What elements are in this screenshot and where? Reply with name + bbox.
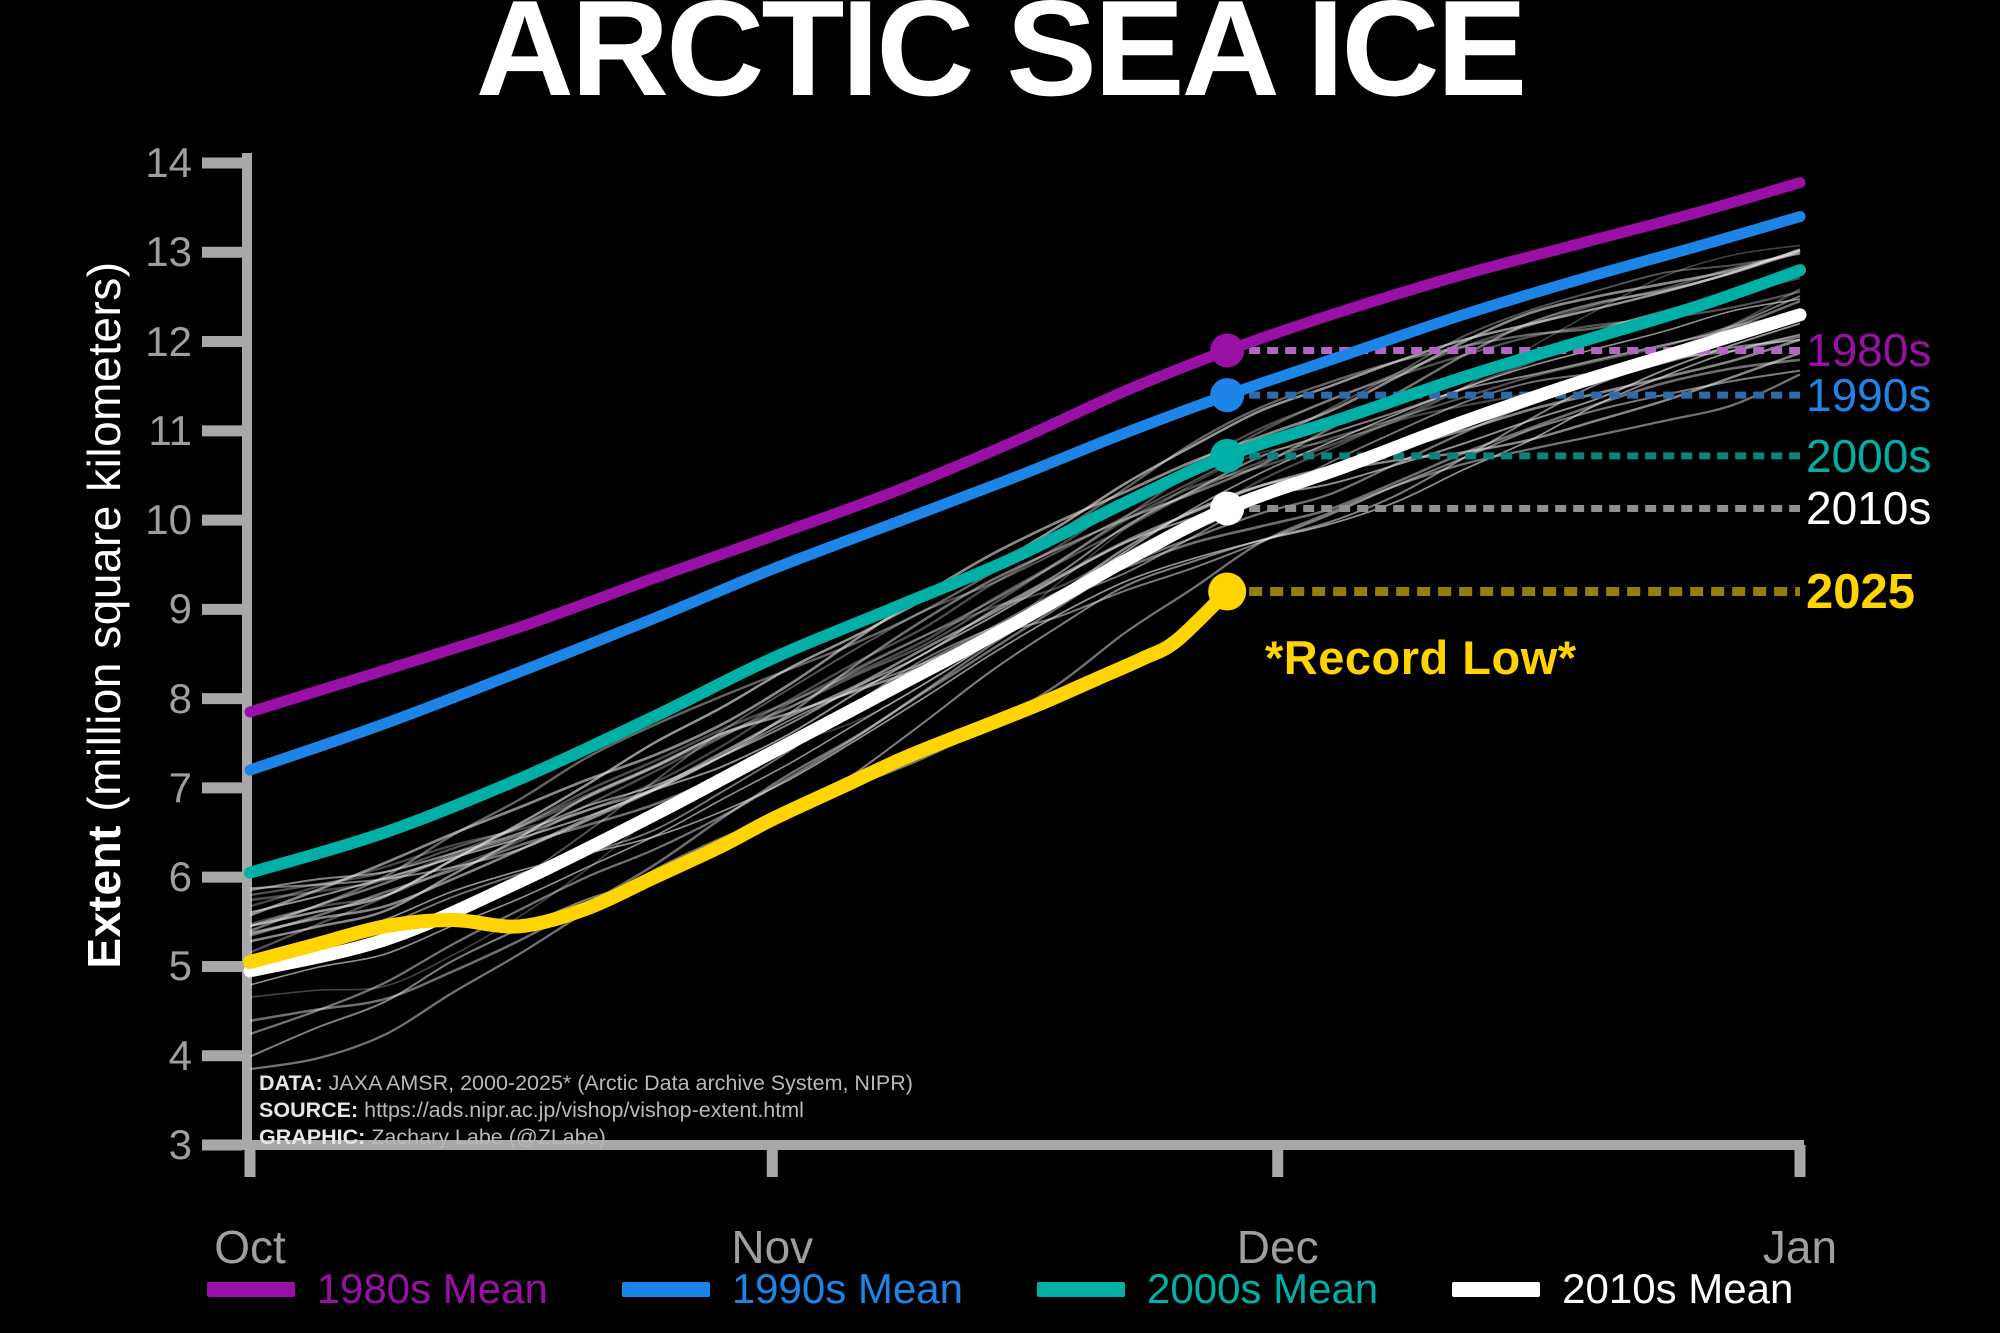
year-line bbox=[249, 252, 1801, 926]
y-tick-label-3: 3 bbox=[168, 1121, 192, 1168]
legend-item-mean-1980s: 1980s Mean bbox=[206, 1265, 548, 1313]
end-label-mean-1980s: 1980s bbox=[1806, 324, 1932, 377]
y-tick-label-14: 14 bbox=[145, 139, 192, 186]
line-mean-2010s bbox=[243, 308, 1807, 978]
legend-item-mean-2010s: 2010s Mean bbox=[1452, 1265, 1793, 1313]
attribution-label: GRAPHIC: bbox=[259, 1125, 366, 1149]
year-line bbox=[249, 290, 1801, 954]
y-tick-label-4: 4 bbox=[168, 1031, 192, 1079]
attribution-row: DATA: JAXA AMSR, 2000-2025* (Arctic Data… bbox=[259, 1070, 913, 1097]
year-line bbox=[249, 369, 1801, 890]
y-tick-label-10: 10 bbox=[145, 496, 192, 544]
y-tick-label-9: 9 bbox=[168, 585, 192, 633]
line-year-2025 bbox=[243, 584, 1235, 969]
marker-mean-2000s bbox=[1210, 438, 1245, 473]
line-mean-1980s bbox=[244, 177, 1806, 718]
legend-label-mean-1990s: 1990s Mean bbox=[731, 1265, 963, 1312]
legend-item-mean-1990s: 1990s Mean bbox=[621, 1265, 963, 1313]
end-label-mean-2010s: 2010s bbox=[1806, 482, 1932, 535]
record-low-annotation: *Record Low* bbox=[1265, 630, 1577, 684]
year-line bbox=[249, 333, 1801, 965]
x-tick-label-jan: Jan bbox=[1762, 1221, 1838, 1273]
y-tick-label-5: 5 bbox=[168, 942, 192, 990]
end-label-mean-1990s: 1990s bbox=[1806, 369, 1932, 422]
line-mean-1990s bbox=[244, 211, 1806, 776]
marker-year-2025 bbox=[1208, 572, 1247, 611]
x-tick-label-nov: Nov bbox=[731, 1221, 814, 1273]
marker-mean-2010s bbox=[1210, 491, 1245, 526]
year-line bbox=[249, 252, 1801, 962]
y-tick-label-12: 12 bbox=[145, 317, 192, 365]
x-tick-label-oct: Oct bbox=[214, 1221, 286, 1273]
attribution-label: SOURCE: bbox=[259, 1098, 359, 1122]
year-line bbox=[249, 313, 1801, 897]
legend-swatch-mean-1990s bbox=[621, 1281, 710, 1297]
legend-label-mean-1980s: 1980s Mean bbox=[316, 1265, 548, 1312]
attribution-row: GRAPHIC: Zachary Labe (@ZLabe) bbox=[259, 1124, 913, 1151]
legend-label-mean-2010s: 2010s Mean bbox=[1562, 1265, 1794, 1312]
year-line bbox=[249, 313, 1801, 892]
end-label-year-2025: 2025 bbox=[1806, 564, 1916, 619]
attribution-text: JAXA AMSR, 2000-2025* (Arctic Data archi… bbox=[322, 1071, 913, 1095]
marker-mean-1980s bbox=[1210, 333, 1245, 368]
end-label-mean-2000s: 2000s bbox=[1806, 429, 1932, 482]
line-mean-2000s bbox=[244, 264, 1806, 879]
legend-item-mean-2000s: 2000s Mean bbox=[1037, 1265, 1378, 1313]
attribution-block: DATA: JAXA AMSR, 2000-2025* (Arctic Data… bbox=[259, 1070, 913, 1151]
x-tick-label-dec: Dec bbox=[1236, 1221, 1319, 1273]
attribution-text: Zachary Labe (@ZLabe) bbox=[365, 1125, 606, 1149]
year-line bbox=[249, 273, 1801, 928]
attribution-row: SOURCE: https://ads.nipr.ac.jp/vishop/vi… bbox=[259, 1097, 913, 1124]
attribution-label: DATA: bbox=[259, 1071, 323, 1095]
y-tick-label-8: 8 bbox=[168, 674, 192, 722]
legend-swatch-mean-1980s bbox=[206, 1281, 295, 1297]
y-tick-label-11: 11 bbox=[148, 406, 192, 454]
page-title: ARCTIC SEA ICE bbox=[475, 0, 1528, 124]
year-line bbox=[249, 358, 1801, 937]
y-tick-label-13: 13 bbox=[145, 228, 192, 276]
legend-label-mean-2000s: 2000s Mean bbox=[1147, 1265, 1379, 1312]
y-tick-label-6: 6 bbox=[168, 853, 192, 901]
marker-mean-1990s bbox=[1210, 378, 1245, 413]
y-tick-label-7: 7 bbox=[168, 763, 192, 811]
legend-swatch-mean-2010s bbox=[1452, 1281, 1541, 1297]
year-line bbox=[249, 249, 1801, 917]
year-line bbox=[249, 322, 1801, 914]
year-line bbox=[249, 250, 1801, 933]
legend: 1980s Mean 1990s Mean 2000s Mean 2010s Mean bbox=[0, 1265, 2000, 1313]
attribution-text: https://ads.nipr.ac.jp/vishop/vishop-ext… bbox=[358, 1098, 804, 1122]
legend-swatch-mean-2000s bbox=[1037, 1281, 1125, 1297]
year-line bbox=[249, 338, 1801, 1058]
